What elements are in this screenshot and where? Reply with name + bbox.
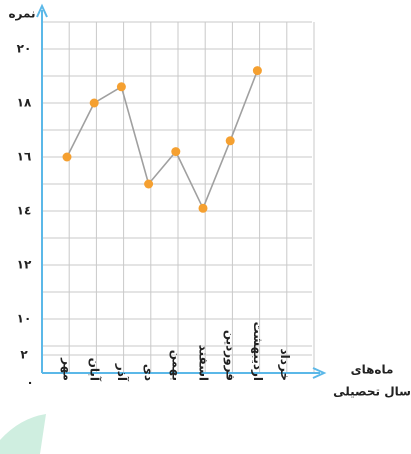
x-tick-label: خرداد (278, 348, 292, 381)
data-point (144, 179, 154, 189)
x-axis-label: ماه‌های (351, 363, 394, 377)
x-tick-label: آبان (88, 358, 103, 382)
data-point (252, 66, 262, 76)
x-axis-label: سال تحصیلی (333, 385, 411, 399)
x-tick-label: اردیبهشت (251, 322, 265, 381)
y-tick-label: ٢٠ (17, 42, 32, 56)
series-line (66, 70, 259, 211)
data-point (198, 203, 208, 213)
data-point (89, 98, 99, 108)
y-tick-label: ١٤ (17, 204, 32, 218)
x-tick-label: آذر (115, 363, 130, 382)
x-axis-arrow (312, 367, 327, 379)
y-tick-label: ٠ (26, 376, 33, 390)
y-tick-label: ٢ (20, 348, 28, 362)
data-point (62, 152, 72, 162)
y-tick-label: ١٢ (17, 258, 32, 272)
x-tick-label: دی (142, 364, 156, 381)
x-tick-label: اسفند (197, 345, 211, 381)
x-tick-label: فروردین (223, 330, 238, 381)
data-point (225, 136, 235, 146)
decoration (0, 414, 46, 454)
x-tick-label: بهمن (169, 350, 183, 381)
y-tick-label: ١٨ (17, 96, 32, 110)
data-point (116, 82, 126, 92)
x-tick-label: مهر (61, 357, 75, 381)
y-tick-label: ١٠ (17, 312, 32, 326)
y-tick-label: ١٦ (17, 150, 32, 164)
y-axis-arrow (36, 3, 48, 18)
y-axis-label: نمره (8, 7, 35, 21)
data-point (171, 147, 181, 157)
